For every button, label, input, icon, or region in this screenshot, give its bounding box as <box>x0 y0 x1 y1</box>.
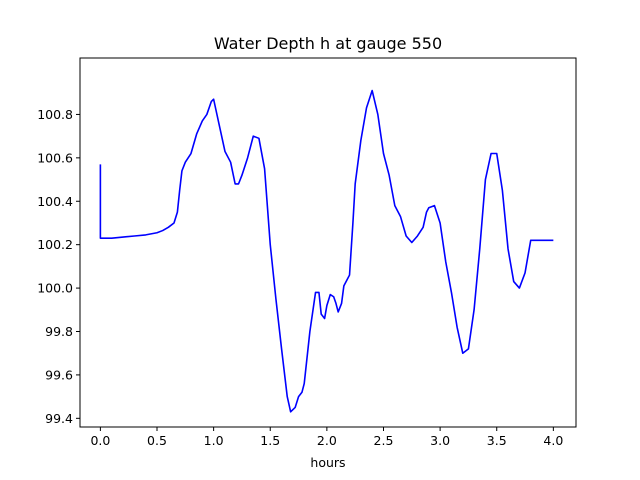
y-tick-label: 100.6 <box>37 150 73 165</box>
series-line-0 <box>99 89 554 413</box>
x-axis-ticks: 0.0 0.5 1.0 1.5 2.0 2.5 3.0 3.5 4.0 <box>90 427 563 448</box>
x-tick-label: 1.0 <box>204 433 224 448</box>
x-tick-label: 1.5 <box>260 433 280 448</box>
y-tick-label: 100.2 <box>37 237 73 252</box>
y-tick-label: 100.8 <box>37 107 73 122</box>
y-tick-label: 100.4 <box>37 194 73 209</box>
x-tick-label: 4.0 <box>543 433 563 448</box>
plot-area <box>80 58 576 427</box>
series-layer <box>99 89 554 413</box>
x-tick-label: 2.5 <box>374 433 394 448</box>
chart-title: Water Depth h at gauge 550 <box>214 34 442 53</box>
x-tick-label: 3.0 <box>430 433 450 448</box>
y-tick-label: 100.0 <box>37 281 73 296</box>
x-axis-label: hours <box>310 455 345 470</box>
plot-frame <box>79 57 577 428</box>
y-tick-label: 99.6 <box>45 367 73 382</box>
x-tick-label: 2.0 <box>317 433 337 448</box>
y-axis-ticks: 99.4 99.6 99.8 100.0 100.2 100.4 100.6 100.8 <box>37 107 80 426</box>
x-tick-label: 3.5 <box>487 433 507 448</box>
x-tick-label: 0.0 <box>90 433 110 448</box>
y-tick-label: 99.8 <box>45 324 73 339</box>
y-tick-label: 99.4 <box>45 411 73 426</box>
x-tick-label: 0.5 <box>147 433 167 448</box>
